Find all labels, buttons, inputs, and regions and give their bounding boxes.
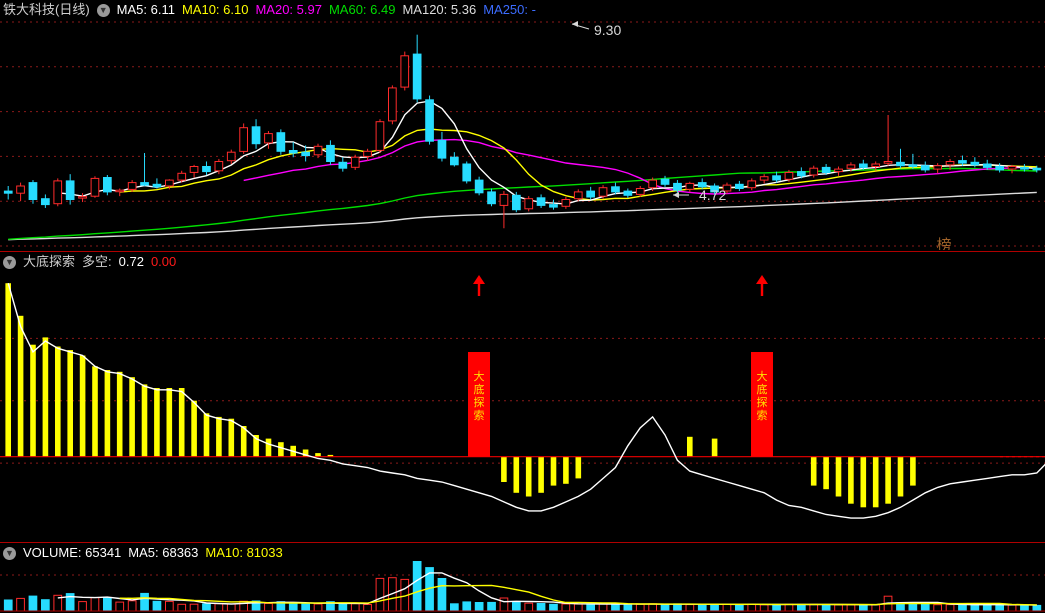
volume-panel[interactable]: ▼ VOLUME: 65341 MA5: 68363 MA10: 81033	[0, 543, 1045, 613]
stock-title: 铁大科技(日线)	[3, 2, 90, 17]
chevron-down-icon[interactable]: ▼	[3, 546, 16, 560]
price-panel-header: 铁大科技(日线) ▼ MA5: 6.11 MA10: 6.10 MA20: 5.…	[0, 0, 543, 20]
indicator-panel[interactable]: 大底探索大底探索 ▼ 大底探索 多空: 0.72 0.00	[0, 252, 1045, 540]
legend-volume: VOLUME: 65341	[23, 545, 122, 560]
panel-divider-2	[0, 542, 1045, 543]
legend-ma10: MA10: 6.10	[181, 2, 249, 17]
svg-text:大: 大	[474, 369, 485, 383]
legend-volume-ma5: MA5: 68363	[128, 545, 199, 560]
svg-text:索: 索	[474, 408, 485, 422]
legend-volume-ma10: MA10: 81033	[205, 545, 283, 560]
svg-text:底: 底	[474, 382, 485, 396]
indicator-value: 0.72	[118, 254, 144, 269]
legend-ma120: MA120: 5.36	[402, 2, 477, 17]
svg-text:4.72: 4.72	[699, 187, 726, 203]
volume-panel-header: ▼ VOLUME: 65341 MA5: 68363 MA10: 81033	[0, 543, 290, 563]
chevron-down-icon[interactable]: ▼	[96, 3, 110, 17]
legend-ma20: MA20: 5.97	[255, 2, 322, 17]
svg-text:底: 底	[757, 382, 768, 396]
svg-text:9.30: 9.30	[594, 22, 621, 38]
svg-text:索: 索	[757, 408, 768, 422]
panel-divider-1	[0, 251, 1045, 252]
indicator-panel-header: ▼ 大底探索 多空: 0.72 0.00	[0, 252, 183, 272]
legend-ma60: MA60: 6.49	[328, 2, 396, 17]
chevron-down-icon[interactable]: ▼	[3, 255, 16, 269]
svg-text:探: 探	[757, 396, 768, 409]
indicator-series-label: 多空:	[82, 254, 112, 269]
legend-ma5: MA5: 6.11	[116, 2, 175, 17]
indicator-name: 大底探索	[23, 254, 76, 269]
svg-text:探: 探	[474, 396, 485, 409]
price-chart-panel[interactable]: 9.30 4.72 榜 铁大科技(日线) ▼ MA5: 6.11 MA10: 6.1…	[0, 0, 1045, 250]
indicator-value-secondary: 0.00	[150, 254, 177, 269]
legend-ma250: MA250: -	[483, 2, 536, 17]
svg-text:大: 大	[757, 369, 768, 383]
svg-text:榜: 榜	[936, 236, 951, 250]
